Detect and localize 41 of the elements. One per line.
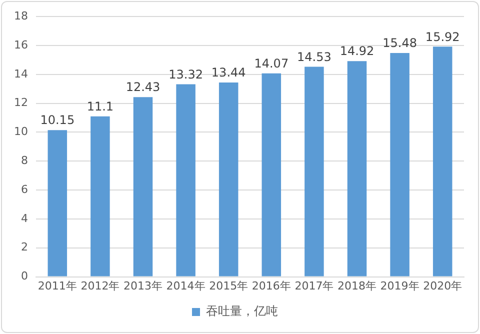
legend-label: 吞吐量，亿吨 xyxy=(206,304,278,318)
x-tick-label: 2018年 xyxy=(338,279,376,292)
x-tick-label: 2011年 xyxy=(38,279,77,292)
data-label: 12.43 xyxy=(126,80,160,94)
data-label: 11.1 xyxy=(86,99,114,114)
y-tick-label: 0 xyxy=(20,270,28,283)
bar xyxy=(432,46,452,276)
bar xyxy=(390,53,410,276)
bar xyxy=(90,116,110,276)
y-tick-label: 16 xyxy=(14,38,28,52)
y-tick-label: 2 xyxy=(20,240,28,254)
data-label: 15.92 xyxy=(425,30,460,44)
x-tick-label: 2019年 xyxy=(380,279,420,292)
bar xyxy=(304,66,324,276)
data-label: 10.15 xyxy=(40,113,75,128)
x-tick-label: 2012年 xyxy=(80,279,120,292)
data-label: 15.48 xyxy=(382,36,417,50)
bar xyxy=(218,82,238,276)
bar xyxy=(262,73,282,276)
y-tick-label: 4 xyxy=(20,212,28,225)
y-tick-label: 6 xyxy=(20,182,28,196)
data-label: 14.07 xyxy=(254,56,289,71)
bar xyxy=(133,97,153,276)
y-tick-label: 14 xyxy=(14,67,28,80)
data-label: 13.44 xyxy=(211,66,246,80)
y-tick-label: 10 xyxy=(14,125,28,138)
data-label: 14.92 xyxy=(340,44,374,58)
y-tick-label: 8 xyxy=(20,154,28,168)
y-tick-label: 12 xyxy=(14,96,28,110)
bar xyxy=(347,61,367,276)
x-tick-label: 2016年 xyxy=(252,279,291,292)
x-tick-label: 2020年 xyxy=(423,279,462,292)
x-tick-label: 2014年 xyxy=(166,279,206,292)
x-tick-label: 2017年 xyxy=(294,279,334,292)
y-tick-label: 18 xyxy=(14,9,28,22)
bar xyxy=(176,84,196,276)
data-label: 13.32 xyxy=(168,67,203,82)
bar xyxy=(48,130,68,276)
data-label: 14.53 xyxy=(297,50,332,64)
x-tick-label: 2013年 xyxy=(124,279,162,292)
x-tick-label: 2015年 xyxy=(209,279,248,292)
